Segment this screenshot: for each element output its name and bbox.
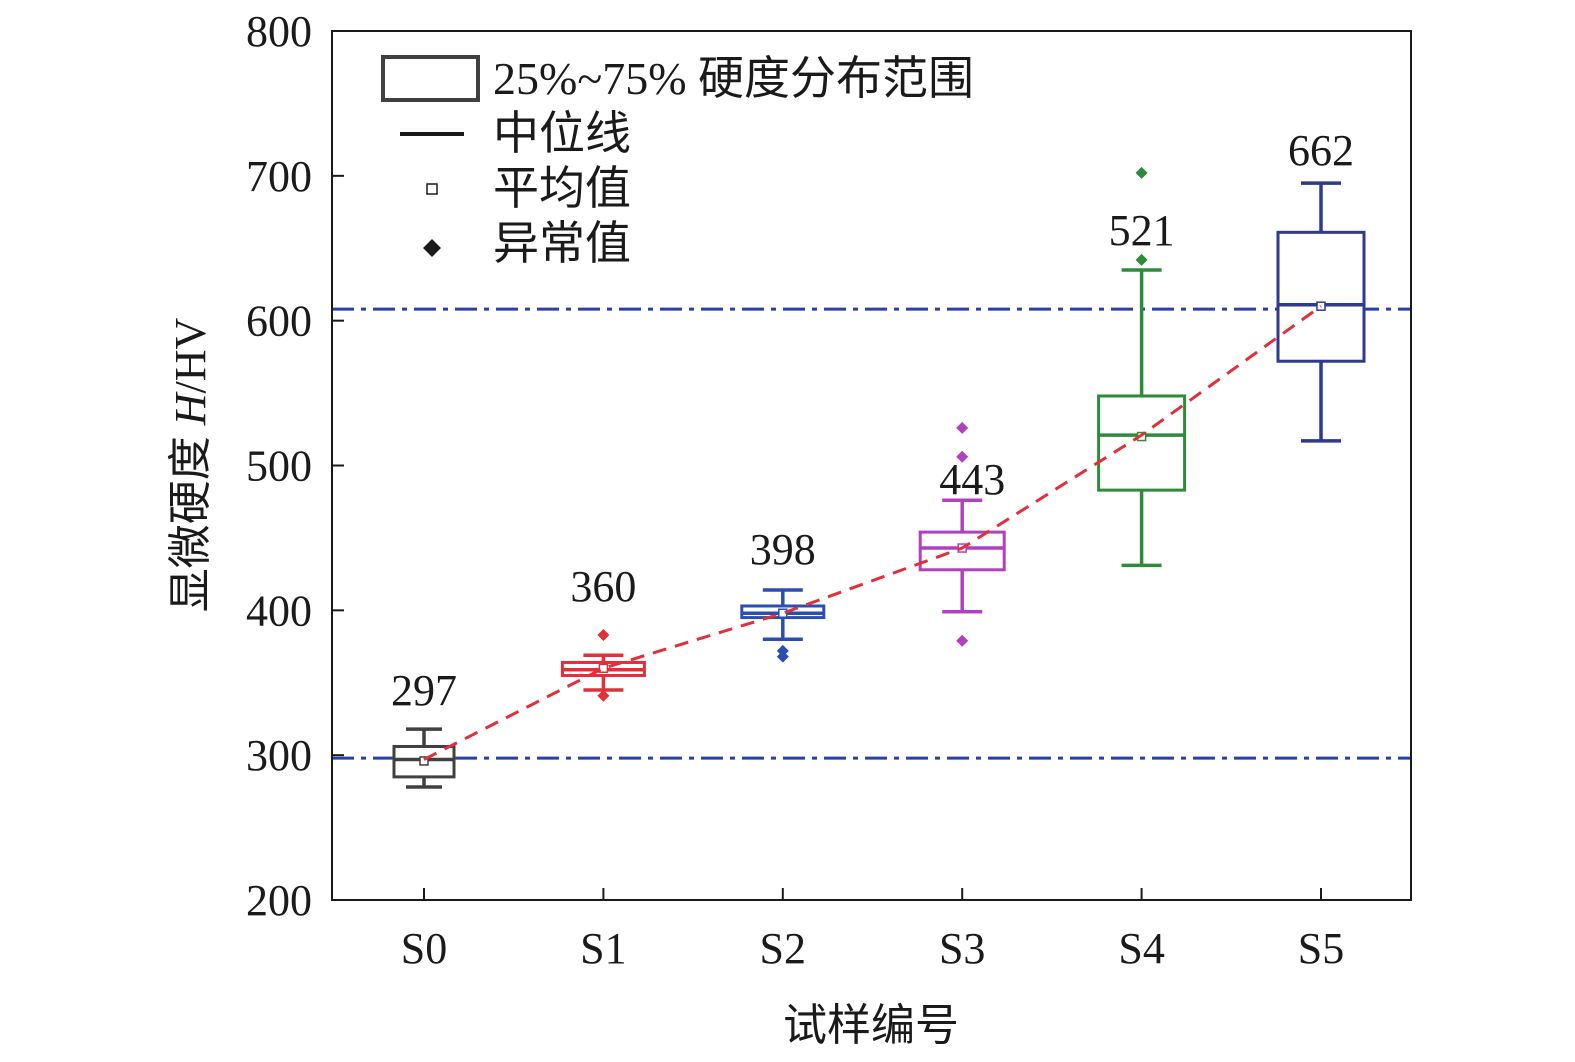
- box-s4: [1097, 166, 1187, 568]
- iqr-box: [918, 530, 1006, 572]
- x-tick-label: S5: [1298, 924, 1344, 973]
- legend-square-symbol: [426, 183, 438, 195]
- trend-line: [423, 304, 1322, 761]
- value-label-s4: 521: [1109, 206, 1175, 255]
- legend-label: 中位线: [493, 108, 631, 159]
- value-label-s3: 443: [939, 455, 1005, 504]
- box-s2: [740, 588, 826, 663]
- legend-diamond-symbol: [423, 239, 441, 257]
- x-axis: S0 S1 S2 S3 S4 S5: [401, 888, 1344, 973]
- legend-label: 异常值: [493, 218, 631, 269]
- y-tick-label: 500: [246, 442, 312, 491]
- outlier-marker: [597, 689, 610, 702]
- y-tick-label: 400: [246, 586, 312, 635]
- y-tick-label: 200: [246, 876, 312, 925]
- outlier-marker: [956, 421, 969, 434]
- x-tick-label: S1: [580, 924, 626, 973]
- mean-marker: [419, 756, 429, 766]
- trend-line-group: [423, 304, 1322, 761]
- value-labels-group: 297 360 398 443 521 662: [391, 126, 1354, 715]
- outlier-marker: [956, 450, 969, 463]
- value-label-s2: 398: [750, 525, 816, 574]
- value-label-s5: 662: [1288, 126, 1354, 175]
- x-tick-label: S2: [760, 924, 806, 973]
- y-tick-label: 800: [246, 7, 312, 56]
- outlier-marker: [776, 650, 789, 663]
- value-label-s0: 297: [391, 666, 457, 715]
- legend-label: 平均值: [493, 163, 631, 214]
- y-axis-label-var: H: [166, 391, 215, 426]
- outlier-marker: [597, 628, 610, 641]
- plot-frame: [331, 30, 1412, 901]
- y-tick-label: 700: [246, 152, 312, 201]
- x-tick-label: S0: [401, 924, 447, 973]
- y-tick-label: 600: [246, 297, 312, 346]
- outlier-marker: [1135, 253, 1148, 266]
- mean-marker: [598, 663, 609, 674]
- legend-box-symbol: [381, 55, 480, 102]
- y-axis-label: 显微硬度 H/HV: [166, 318, 215, 613]
- box-s1: [560, 628, 646, 702]
- box-s5: [1276, 181, 1366, 443]
- iqr-box: [1097, 394, 1187, 492]
- value-label-s1: 360: [570, 562, 636, 611]
- reference-lines: [332, 307, 1411, 760]
- y-tick-label: 300: [246, 731, 312, 780]
- legend-label: 25%~75% 硬度分布范围: [493, 53, 974, 104]
- x-tick-label: S3: [939, 924, 985, 973]
- outlier-marker: [956, 634, 969, 647]
- iqr-box: [1276, 230, 1366, 363]
- outlier-marker: [1135, 166, 1148, 179]
- box-series-group: [392, 166, 1366, 789]
- y-axis: 200 300 400 500 600 700 800: [246, 7, 344, 925]
- x-tick-label: S4: [1118, 924, 1164, 973]
- x-axis-label: 试样编号: [783, 1001, 959, 1050]
